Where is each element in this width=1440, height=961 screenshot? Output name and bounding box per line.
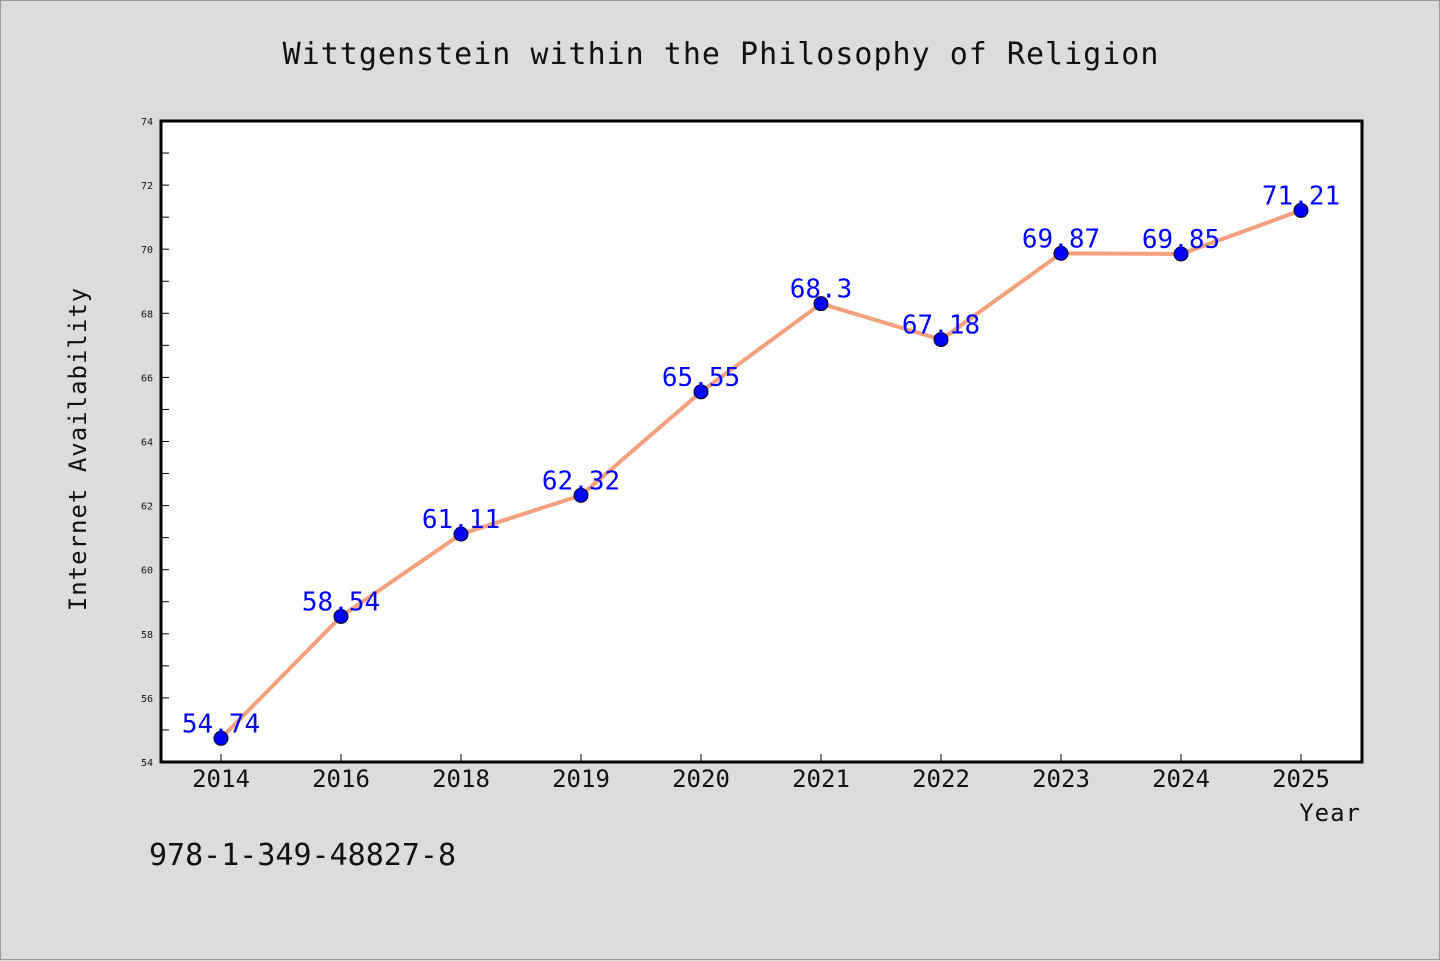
data-point xyxy=(213,730,229,746)
y-tick-label: 66 xyxy=(141,373,153,384)
data-label: 62.32 xyxy=(542,466,620,496)
y-tick-label: 62 xyxy=(141,502,153,513)
data-label: 69.85 xyxy=(1142,225,1220,255)
chart-title: Wittgenstein within the Philosophy of Re… xyxy=(283,37,1160,72)
data-point xyxy=(333,608,349,624)
data-point xyxy=(1293,202,1309,218)
y-tick-label: 74 xyxy=(141,117,153,128)
data-point xyxy=(573,487,589,503)
x-tick-label: 2018 xyxy=(432,765,490,793)
data-label: 68.3 xyxy=(790,275,853,305)
y-tick-label: 72 xyxy=(141,181,153,192)
y-tick-label: 60 xyxy=(141,566,153,577)
data-point xyxy=(1053,245,1069,261)
x-tick-label: 2025 xyxy=(1272,765,1330,793)
x-tick-label: 2022 xyxy=(912,765,970,793)
x-tick-label: 2016 xyxy=(312,765,370,793)
data-label: 65.55 xyxy=(662,363,740,393)
y-tick-label: 56 xyxy=(141,694,153,705)
x-tick-label: 2019 xyxy=(552,765,610,793)
x-axis: 2014 2016 2018 2019 2020 2021 2022 2023 2024 2025 xyxy=(192,754,1330,793)
y-tick-label: 68 xyxy=(141,309,153,320)
y-axis-label: Internet Availability xyxy=(64,287,92,611)
y-tick-label: 58 xyxy=(141,630,153,641)
x-tick-label: 2023 xyxy=(1032,765,1090,793)
series-line-group: 54.74 58.54 61.11 62.32 65.55 68.3 67.18 69.87 6… xyxy=(182,181,1340,746)
x-axis-label: Year xyxy=(1299,799,1361,827)
y-tick-label: 54 xyxy=(141,758,153,769)
data-label: 54.74 xyxy=(182,709,260,739)
y-axis: 54 56 58 60 62 64 66 68 70 72 74 xyxy=(141,117,169,769)
y-tick-label: 70 xyxy=(141,245,153,256)
data-label: 58.54 xyxy=(302,587,380,617)
x-tick-label: 2014 xyxy=(192,765,250,793)
data-point xyxy=(453,526,469,542)
data-label: 67.18 xyxy=(902,311,980,341)
series-line xyxy=(219,208,1302,740)
x-tick-label: 2021 xyxy=(792,765,850,793)
data-point xyxy=(813,296,829,312)
isbn-footnote: 978-1-349-48827-8 xyxy=(149,838,456,873)
plot-area xyxy=(159,119,1364,764)
x-tick-label: 2024 xyxy=(1152,765,1210,793)
data-label: 61.11 xyxy=(422,505,500,535)
data-point xyxy=(933,332,949,348)
data-point xyxy=(693,384,709,400)
data-label: 71.21 xyxy=(1262,181,1340,211)
x-tick-label: 2020 xyxy=(672,765,730,793)
data-point xyxy=(1173,246,1189,262)
data-label: 69.87 xyxy=(1022,224,1100,254)
y-tick-label: 64 xyxy=(141,438,153,449)
